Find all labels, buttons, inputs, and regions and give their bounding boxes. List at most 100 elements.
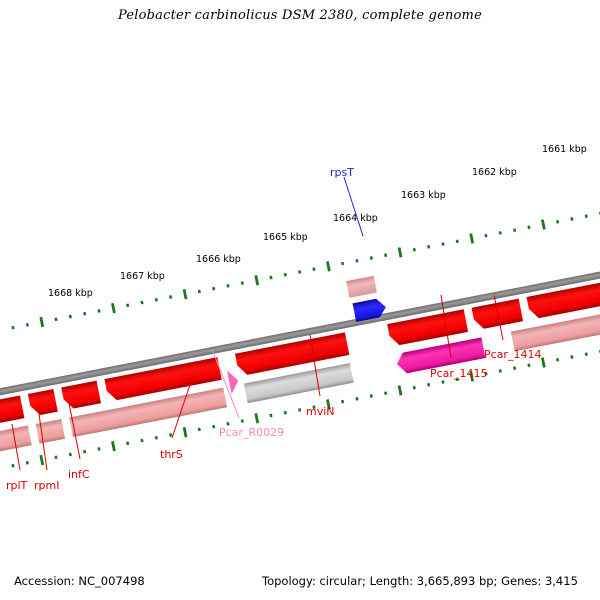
gene-box-Pcar_1415[interactable] [395,337,486,374]
ruler-tick-minor [197,289,201,294]
ruler-tick-minor [269,413,273,418]
ruler-tick-minor [283,410,287,415]
ruler-tick-minor [154,435,158,440]
gene-box-reverse-right[interactable] [510,302,600,352]
gene-label-Pcar_1414[interactable]: Pcar_1414 [484,348,542,361]
ruler-tick-major [541,357,546,368]
ruler-tick-minor [341,261,345,266]
ruler-tick-minor [384,253,388,258]
ruler-tick-minor [312,405,316,409]
ruler-label: 1665 kbp [263,232,308,243]
gene-box-mviN-fwd[interactable] [234,332,350,376]
reverse-strand-genes [0,302,600,456]
ruler-tick-minor [68,452,72,457]
ruler-tick-major [182,289,188,300]
ruler-tick-minor [384,391,388,396]
ruler-tick-minor [355,396,359,401]
ruler-label: 1662 kbp [472,167,517,178]
ruler-tick-minor [97,447,101,451]
gene-label-Pcar_R0029[interactable]: Pcar_R0029 [219,426,285,439]
forward-strand-genes [0,272,600,429]
ruler-tick-minor [427,383,431,387]
ruler-tick-major [326,261,331,272]
gene-box-right-forward[interactable] [526,272,600,319]
rna-gene-arrow-Pcar_R0029[interactable] [227,369,240,395]
ruler-label: 1664 kbp [333,213,378,224]
gene-box-mviN[interactable] [243,362,354,404]
ruler-label: 1661 kbp [542,144,587,155]
gene-box-reverse-c[interactable] [69,387,228,438]
ruler-label: 1667 kbp [120,271,165,282]
gene-box-Pcar_1414[interactable] [471,298,524,331]
gene-label-mviN[interactable]: mviN [306,405,335,418]
gene-box-rpsT[interactable] [352,297,388,323]
ruler-tick-minor [584,352,588,357]
gene-label-rplT[interactable]: rplT [6,479,28,492]
leader-line-Pcar_1415 [440,294,452,359]
ruler-tick-minor [441,242,445,246]
gene-label-rpsT[interactable]: rpsT [330,166,354,179]
ruler-tick-minor [498,231,502,235]
ruler-tick-major [326,399,331,410]
genome-summary-text: Topology: circular; Length: 3,665,893 bp… [262,574,578,588]
gene-box-reverse-a[interactable] [0,425,32,456]
leader-line-rplT [11,423,21,471]
ruler-tick-minor [11,463,15,468]
ruler-tick-minor [25,323,29,327]
ruler-tick-major [254,413,260,424]
ruler-tick-minor [570,217,574,221]
ruler-tick-major [111,440,116,452]
ruler-label: 1666 kbp [196,254,241,265]
ruler-tick-minor [212,424,216,429]
gene-label-rpmI[interactable]: rpmI [34,479,60,492]
ruler-tick-minor [312,267,316,271]
ruler-tick-minor [369,256,373,260]
gene-label-Pcar_1415[interactable]: Pcar_1415 [430,367,488,380]
ruler-tick-minor [355,258,359,263]
ruler-tick-minor [140,438,144,443]
ruler-tick-major [39,316,45,328]
ruler-tick-minor [154,297,158,302]
ruler-label: 1668 kbp [48,288,93,299]
ruler-tick-major [397,247,403,258]
ruler-tick-minor [269,275,273,280]
gene-label-infC[interactable]: infC [68,468,90,481]
gene-box-infC[interactable] [61,380,101,410]
gene-box-reverse-b[interactable] [35,419,66,444]
ruler-tick-major [182,427,188,438]
ruler-tick-minor [283,272,287,277]
ruler-tick-major [397,385,403,396]
ruler-tick-minor [212,286,216,291]
ruler-tick-major [39,454,45,466]
ruler-tick-minor [54,455,58,460]
gene-box-rplT[interactable] [0,395,25,429]
ruler-tick-minor [527,225,531,230]
leader-line-mviN [309,334,321,397]
ruler-label: 1663 kbp [401,190,446,201]
ruler-tick-minor [298,270,302,274]
leader-line-infC [68,402,81,460]
feature-box-rpsT-upstream[interactable] [346,275,377,298]
ruler-tick-minor [226,284,230,288]
gene-label-thrS[interactable]: thrS [160,448,183,461]
ruler-tick-minor [484,233,488,238]
ruler-tick-minor [584,214,588,219]
gene-box-thrS[interactable] [104,357,222,402]
ruler-tick-minor [369,394,373,398]
ruler-tick-minor [240,281,244,285]
ruler-tick-minor [169,295,173,299]
ruler-tick-minor [54,317,58,322]
genome-track [0,261,600,456]
gene-box-Pcar_1415-fwd[interactable] [387,309,469,346]
ruler-tick-minor [240,419,244,423]
gene-box-rpmI[interactable] [27,389,58,417]
ruler-tick-minor [455,239,459,244]
ruler-tick-minor [298,408,302,412]
ruler-tick-minor [140,300,144,305]
leader-line-rpmI [38,413,48,471]
ruler-tick-minor [169,433,173,437]
leader-line-thrS [171,375,194,439]
ruler-ticks [0,211,600,471]
ruler-tick-minor [126,303,130,308]
